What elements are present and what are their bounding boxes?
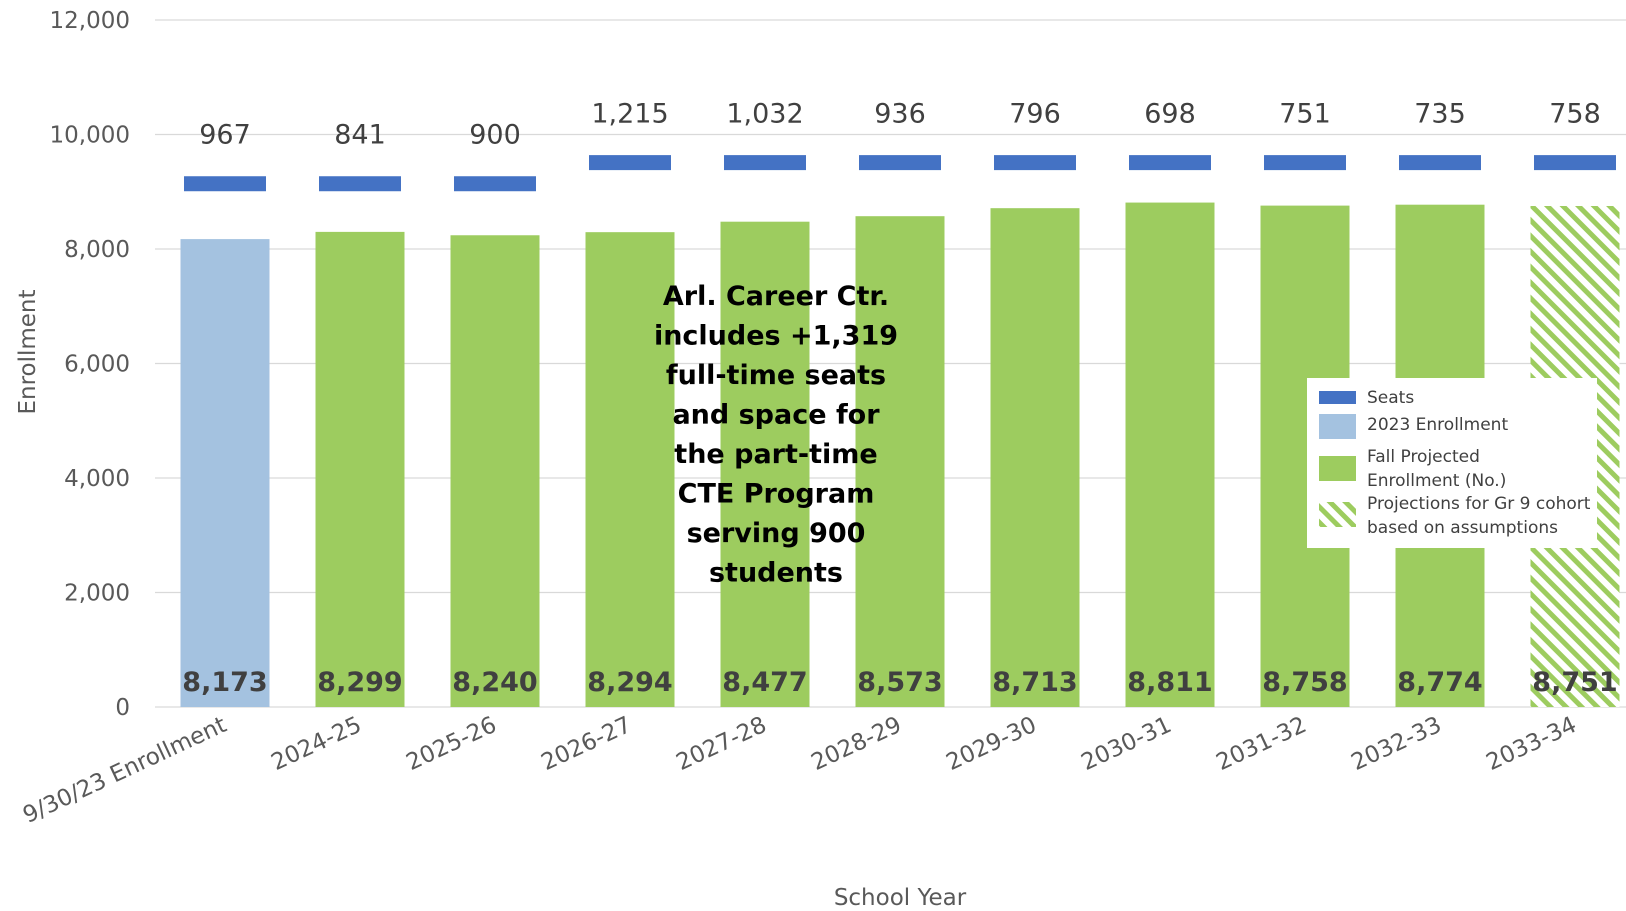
bar-value-label-8: 8,758: [1262, 667, 1347, 698]
x-tick-label-9: 2032-33: [1347, 712, 1445, 776]
seat-marker-7: [1129, 155, 1211, 171]
y-axis-title: Enrollment: [15, 289, 41, 414]
seat-gap-label-6: 796: [1009, 99, 1061, 130]
x-tick-label-0: 9/30/23 Enrollment: [19, 712, 230, 829]
bar-value-labels: 8,173 8,299 8,240 8,294 8,477 8,573 8,713 8,811…: [182, 667, 1617, 698]
x-tick-label-10: 2033-34: [1482, 712, 1580, 776]
career-center-annotation: Arl. Career Ctr. includes +1,319 full-time…: [654, 281, 898, 589]
bar-2: [450, 235, 540, 707]
y-tick-label: 8,000: [64, 237, 130, 263]
bar-5: [855, 216, 945, 708]
annotation-line: students: [709, 558, 843, 589]
x-tick-label-5: 2028-29: [807, 712, 905, 776]
legend: Seats 2023 Enrollment Fall Projected Enroll…: [1307, 378, 1597, 548]
x-tick-label-2: 2025-26: [402, 712, 500, 776]
seat-gap-label-7: 698: [1144, 99, 1196, 130]
seat-marker-5: [859, 155, 941, 171]
seat-gap-label-3: 1,215: [591, 99, 668, 130]
seat-marker-8: [1264, 155, 1346, 171]
seat-gap-label-9: 735: [1414, 99, 1466, 130]
bar-1: [315, 231, 405, 707]
y-axis-ticks: 0 2,000 4,000 6,000 8,000 10,000 12,000: [50, 8, 130, 721]
y-tick-label: 10,000: [50, 123, 130, 149]
bar-4: [720, 221, 810, 707]
bar-7: [1125, 202, 1215, 707]
bar-value-label-4: 8,477: [722, 667, 807, 698]
bars: [180, 202, 1620, 708]
bar-value-label-3: 8,294: [587, 667, 672, 698]
seat-gap-label-0: 967: [199, 120, 251, 151]
x-axis-title: School Year: [834, 885, 967, 911]
seat-gap-label-2: 900: [469, 120, 521, 151]
legend-swatch-gr9-projections: [1319, 502, 1356, 527]
seat-marker-6: [994, 155, 1076, 171]
x-tick-label-3: 2026-27: [537, 712, 635, 776]
bar-value-label-10: 8,751: [1532, 667, 1617, 698]
bar-value-label-9: 8,774: [1397, 667, 1482, 698]
legend-label-seats: Seats: [1367, 388, 1414, 408]
bar-value-label-0: 8,173: [182, 667, 267, 698]
seat-gap-label-10: 758: [1549, 99, 1601, 130]
annotation-line: CTE Program: [678, 479, 875, 510]
y-tick-label: 12,000: [50, 8, 130, 34]
seat-marker-10: [1534, 155, 1616, 171]
annotation-line: includes +1,319: [654, 321, 898, 352]
seat-gap-label-8: 751: [1279, 99, 1331, 130]
x-tick-label-4: 2027-28: [672, 712, 770, 776]
y-tick-label: 4,000: [64, 466, 130, 492]
legend-label-fall-projected: Enrollment (No.): [1367, 471, 1506, 491]
annotation-line: Arl. Career Ctr.: [663, 281, 889, 312]
seat-gap-label-5: 936: [874, 99, 926, 130]
y-tick-label: 6,000: [64, 352, 130, 378]
annotation-line: the part-time: [674, 439, 877, 470]
seat-markers: [184, 155, 1616, 192]
y-tick-label: 0: [115, 695, 130, 721]
bar-value-label-7: 8,811: [1127, 667, 1212, 698]
seat-marker-0: [184, 176, 266, 192]
annotation-line: and space for: [672, 400, 880, 431]
bar-value-label-1: 8,299: [317, 667, 402, 698]
bar-value-label-5: 8,573: [857, 667, 942, 698]
seat-gap-label-4: 1,032: [726, 99, 803, 130]
legend-label-fall-projected: Fall Projected: [1367, 447, 1480, 467]
legend-swatch-enrollment-2023: [1319, 414, 1356, 439]
y-tick-label: 2,000: [64, 581, 130, 607]
x-tick-label-7: 2030-31: [1077, 712, 1175, 776]
legend-label-enrollment-2023: 2023 Enrollment: [1367, 415, 1508, 435]
seat-gap-label-1: 841: [334, 120, 386, 151]
bar-3: [585, 232, 675, 707]
legend-swatch-fall-projected: [1319, 456, 1356, 481]
bar-value-label-2: 8,240: [452, 667, 537, 698]
legend-label-gr9-projections: Projections for Gr 9 cohort: [1367, 494, 1591, 514]
bar-value-label-6: 8,713: [992, 667, 1077, 698]
x-tick-label-6: 2029-30: [942, 712, 1040, 776]
bar-6: [990, 208, 1080, 707]
bar-0: [180, 239, 270, 707]
seat-marker-9: [1399, 155, 1481, 171]
legend-label-gr9-projections: based on assumptions: [1367, 518, 1558, 538]
seat-marker-2: [454, 176, 536, 192]
seat-marker-3: [589, 155, 671, 171]
x-tick-label-1: 2024-25: [267, 712, 365, 776]
legend-swatch-seats: [1319, 391, 1356, 404]
seat-marker-4: [724, 155, 806, 171]
x-tick-label-8: 2031-32: [1212, 712, 1310, 776]
annotation-line: full-time seats: [666, 360, 886, 391]
annotation-line: serving 900: [687, 518, 866, 549]
seat-gap-labels: 967 841 900 1,215 1,032 936 796 698 751 735 758: [199, 99, 1601, 151]
x-axis-ticks: 9/30/23 Enrollment 2024-25 2025-26 2026-27 2…: [19, 712, 1580, 829]
seat-marker-1: [319, 176, 401, 192]
